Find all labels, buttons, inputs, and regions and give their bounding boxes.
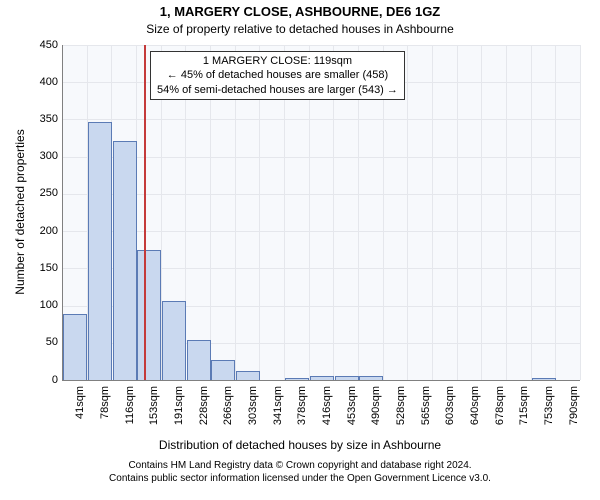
x-tick-label: 266sqm bbox=[222, 386, 234, 446]
x-tick-label: 678sqm bbox=[494, 386, 506, 446]
bar bbox=[187, 340, 211, 380]
x-tick-label: 116sqm bbox=[124, 386, 136, 446]
footer-line-2: Contains public sector information licen… bbox=[0, 473, 600, 486]
y-tick-label: 50 bbox=[18, 336, 58, 348]
bar bbox=[137, 250, 161, 380]
gridline bbox=[62, 157, 580, 158]
gridline bbox=[555, 45, 556, 380]
chart-title: 1, MARGERY CLOSE, ASHBOURNE, DE6 1GZ bbox=[0, 4, 600, 19]
gridline bbox=[531, 45, 532, 380]
y-tick-label: 450 bbox=[18, 39, 58, 51]
y-tick-label: 150 bbox=[18, 262, 58, 274]
footer-text: Contains HM Land Registry data © Crown c… bbox=[0, 460, 600, 485]
y-tick-label: 250 bbox=[18, 187, 58, 199]
callout-line: 1 MARGERY CLOSE: 119sqm bbox=[157, 54, 398, 68]
x-tick-label: 416sqm bbox=[321, 386, 333, 446]
x-tick-label: 715sqm bbox=[518, 386, 530, 446]
callout-box: 1 MARGERY CLOSE: 119sqm← 45% of detached… bbox=[150, 51, 405, 100]
x-tick-label: 603sqm bbox=[444, 386, 456, 446]
bar bbox=[63, 314, 87, 381]
x-tick-label: 41sqm bbox=[74, 386, 86, 446]
x-tick-label: 453sqm bbox=[346, 386, 358, 446]
chart-container: { "title_top": "1, MARGERY CLOSE, ASHBOU… bbox=[0, 0, 600, 500]
plot-area: 1 MARGERY CLOSE: 119sqm← 45% of detached… bbox=[62, 45, 580, 380]
y-tick-label: 200 bbox=[18, 225, 58, 237]
x-tick-label: 565sqm bbox=[420, 386, 432, 446]
marker-line bbox=[144, 45, 146, 380]
x-tick-label: 228sqm bbox=[198, 386, 210, 446]
gridline bbox=[62, 231, 580, 232]
x-tick-label: 153sqm bbox=[148, 386, 160, 446]
gridline bbox=[407, 45, 408, 380]
y-tick-label: 400 bbox=[18, 76, 58, 88]
x-tick-label: 790sqm bbox=[568, 386, 580, 446]
x-tick-label: 78sqm bbox=[99, 386, 111, 446]
bar bbox=[88, 122, 112, 380]
x-tick-label: 303sqm bbox=[247, 386, 259, 446]
gridline bbox=[457, 45, 458, 380]
x-tick-label: 753sqm bbox=[543, 386, 555, 446]
x-tick-label: 490sqm bbox=[370, 386, 382, 446]
gridline bbox=[62, 194, 580, 195]
y-axis bbox=[62, 45, 63, 380]
x-axis bbox=[62, 380, 580, 381]
callout-line: ← 45% of detached houses are smaller (45… bbox=[157, 68, 398, 82]
chart-subtitle: Size of property relative to detached ho… bbox=[0, 22, 600, 36]
x-tick-label: 640sqm bbox=[469, 386, 481, 446]
gridline bbox=[506, 45, 507, 380]
bar bbox=[211, 360, 235, 380]
y-axis-label: Number of detached properties bbox=[13, 112, 27, 312]
y-tick-label: 350 bbox=[18, 113, 58, 125]
gridline bbox=[62, 45, 580, 46]
gridline bbox=[481, 45, 482, 380]
gridline bbox=[62, 119, 580, 120]
bar bbox=[113, 141, 137, 380]
y-tick-label: 0 bbox=[18, 374, 58, 386]
gridline bbox=[580, 45, 581, 380]
y-tick-label: 100 bbox=[18, 299, 58, 311]
gridline bbox=[432, 45, 433, 380]
x-tick-label: 191sqm bbox=[173, 386, 185, 446]
bar bbox=[236, 371, 260, 380]
y-tick-label: 300 bbox=[18, 150, 58, 162]
x-tick-label: 378sqm bbox=[296, 386, 308, 446]
x-tick-label: 528sqm bbox=[395, 386, 407, 446]
bar bbox=[162, 301, 186, 380]
x-tick-label: 341sqm bbox=[272, 386, 284, 446]
footer-line-1: Contains HM Land Registry data © Crown c… bbox=[0, 460, 600, 473]
callout-line: 54% of semi-detached houses are larger (… bbox=[157, 83, 398, 97]
